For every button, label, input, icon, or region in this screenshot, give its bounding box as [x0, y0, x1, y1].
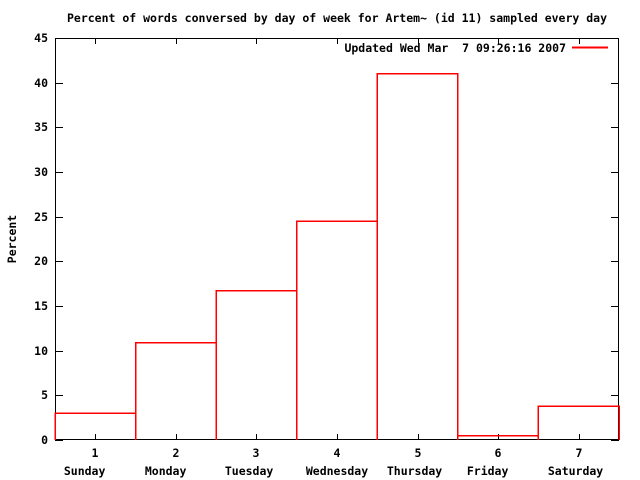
y-tick-label: 25	[34, 210, 48, 224]
bar-tuesday	[215, 290, 298, 440]
x-day-label: Wednesday	[305, 464, 369, 478]
x-day-label: Saturday	[547, 464, 611, 478]
y-tick-label: 5	[41, 388, 48, 402]
x-tick-label: 2	[172, 446, 180, 460]
y-tick-label: 0	[41, 433, 48, 447]
y-tick-label: 20	[34, 254, 48, 268]
bar-saturday	[537, 405, 620, 440]
y-tick-label: 45	[34, 31, 48, 45]
x-tick-label: 5	[414, 446, 422, 460]
x-day-label: Monday	[144, 464, 208, 478]
bar-monday	[134, 341, 217, 440]
y-tick-label: 10	[34, 344, 48, 358]
x-day-label: Thursday	[386, 464, 450, 478]
legend-label: Updated Wed Mar 7 09:26:16 2007	[344, 41, 566, 55]
x-day-label: Tuesday	[224, 464, 288, 478]
x-day-label: Sunday	[63, 464, 127, 478]
x-tick-label: 6	[494, 446, 502, 460]
chart-title: Percent of words conversed by day of wee…	[66, 11, 608, 25]
x-day-label: Friday	[466, 464, 530, 478]
x-tick-label: 7	[575, 446, 583, 460]
y-tick-label: 30	[34, 165, 48, 179]
y-tick-label: 15	[34, 299, 48, 313]
bar-thursday	[376, 72, 459, 440]
y-tick-label: 40	[34, 76, 48, 90]
bar-wednesday	[295, 220, 379, 440]
x-tick-label: 1	[91, 446, 99, 460]
x-tick-label: 3	[252, 446, 260, 460]
plot-border	[55, 38, 619, 440]
x-tick-label: 4	[333, 446, 341, 460]
y-tick-label: 35	[34, 120, 48, 134]
